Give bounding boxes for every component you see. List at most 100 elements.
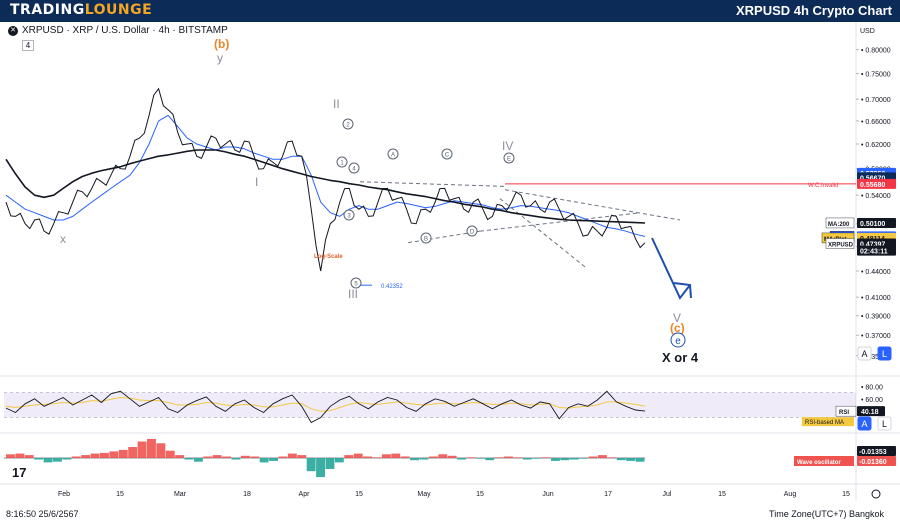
wave-bar bbox=[400, 456, 410, 458]
rsi-ma-line bbox=[5, 396, 646, 412]
circled-wave-marker bbox=[503, 152, 515, 164]
rsi-ma-tag-pill bbox=[802, 417, 854, 427]
wave-trendline bbox=[504, 189, 681, 221]
wave-bar bbox=[15, 453, 25, 458]
wave-bar bbox=[598, 455, 607, 458]
price-label-text: 0.55680 bbox=[860, 182, 885, 189]
rsi-tag-text: RSI bbox=[839, 410, 849, 416]
wave-bar bbox=[278, 456, 288, 458]
circled-wave-marker bbox=[343, 209, 355, 221]
time-axis-label: Aug bbox=[784, 491, 797, 498]
circled-wave-label: 1 bbox=[340, 161, 344, 167]
wave-bar bbox=[363, 456, 372, 458]
time-axis-label: Feb bbox=[58, 491, 70, 498]
log-scale-button-label[interactable]: L bbox=[882, 349, 887, 359]
wave-label: III bbox=[348, 287, 358, 301]
rsi-ma-tag-text: RSI-based MA bbox=[805, 420, 844, 426]
wave-bar bbox=[579, 458, 589, 459]
wave-bar bbox=[71, 456, 81, 458]
time-axis-label: 15 bbox=[842, 491, 850, 498]
wave-bar bbox=[353, 453, 363, 458]
wave-label: II bbox=[333, 97, 340, 111]
price-axis-label: • 0.80000 bbox=[861, 48, 891, 55]
wave-bar bbox=[428, 456, 438, 458]
wave-bar bbox=[522, 458, 532, 460]
wave-bar bbox=[372, 457, 382, 458]
price-label-pill bbox=[857, 245, 896, 256]
price-axis-label: • 0.66000 bbox=[861, 119, 891, 126]
rsi-axis-label: • 60.00 bbox=[861, 397, 883, 404]
time-axis-label: Apr bbox=[299, 491, 311, 498]
wave-tag-pill bbox=[794, 456, 854, 466]
wave-bar bbox=[128, 447, 138, 458]
price-label-text: 02:43:11 bbox=[860, 249, 888, 256]
circled-wave-label: 4 bbox=[352, 167, 356, 173]
time-axis-label: 15 bbox=[718, 491, 726, 498]
series-tag-pill bbox=[825, 217, 855, 229]
tradingview-logo: 17 bbox=[12, 465, 26, 480]
ma35-line bbox=[5, 114, 646, 237]
wave-bar bbox=[316, 458, 325, 478]
footer-datetime: 8:16:50 25/6/2567 bbox=[6, 509, 79, 519]
circled-wave-marker bbox=[387, 148, 399, 160]
wave-bar bbox=[34, 458, 44, 460]
wave-bar bbox=[438, 454, 448, 458]
rsi-auto-scale-button bbox=[857, 416, 872, 431]
wave-bar bbox=[616, 458, 626, 461]
wave-bar bbox=[259, 458, 269, 463]
auto-scale-button-label[interactable]: A bbox=[861, 349, 867, 359]
rsi-log-scale-button bbox=[877, 416, 892, 431]
wave-label: X or 4 bbox=[662, 350, 699, 365]
wave-bar bbox=[457, 458, 466, 460]
price-axis-label: • 0.62000 bbox=[861, 142, 891, 149]
wave-bar bbox=[381, 454, 391, 458]
wave-bar bbox=[231, 458, 241, 460]
wave-bar bbox=[494, 457, 504, 458]
symbol-legend[interactable]: ✕ XRPUSD · XRP / U.S. Dollar · 4h · BITS… bbox=[8, 25, 228, 36]
wave-label: V bbox=[673, 311, 681, 325]
wave-bar bbox=[184, 458, 194, 460]
series-tag-pill bbox=[825, 238, 855, 249]
wave-bar bbox=[175, 455, 184, 458]
wave-bar bbox=[466, 457, 476, 458]
rsi-value-pill bbox=[857, 406, 885, 417]
circled-wave-marker bbox=[336, 156, 348, 168]
wave-bar bbox=[569, 458, 579, 460]
auto-scale-button bbox=[857, 346, 872, 361]
wave-bar bbox=[475, 458, 485, 459]
rsi-auto-scale-button-label[interactable]: A bbox=[861, 419, 867, 429]
wave-bar bbox=[504, 456, 513, 458]
chart-title: XRPUSD 4h Crypto Chart bbox=[735, 3, 892, 18]
low-price-label: 0.42352 bbox=[381, 284, 403, 290]
wave-bar bbox=[250, 456, 260, 458]
circled-wave-label: B bbox=[424, 237, 428, 243]
wave-label: IV bbox=[502, 139, 513, 153]
wave-value-text: -0.01360 bbox=[859, 459, 887, 466]
wave-bar bbox=[297, 455, 307, 458]
log-scale-button bbox=[877, 346, 892, 361]
wave-bar bbox=[325, 458, 335, 469]
rsi-log-scale-button-label[interactable]: L bbox=[882, 419, 887, 429]
price-label-text: 0.47397 bbox=[860, 241, 885, 248]
time-axis-label: Jun bbox=[542, 491, 553, 498]
settings-icon bbox=[871, 489, 881, 499]
footer-timezone[interactable]: Time Zone(UTC+7) Bangkok bbox=[769, 509, 884, 519]
wave-trendline bbox=[499, 198, 586, 268]
interval-badge[interactable]: 4 bbox=[22, 40, 34, 51]
circled-wave-label: A bbox=[391, 153, 395, 159]
circled-wave-marker bbox=[350, 277, 362, 289]
wave-label: (c) bbox=[670, 321, 685, 335]
circled-wave-label: C bbox=[445, 153, 450, 159]
wave-value-pill bbox=[857, 446, 896, 456]
wave-bar bbox=[447, 455, 457, 458]
brand-logo: TRADINGLOUNGE bbox=[10, 2, 152, 18]
time-axis-label: May bbox=[417, 491, 431, 498]
price-label-text: 0.50100 bbox=[860, 221, 885, 228]
symbol-description: XRPUSD · XRP / U.S. Dollar · 4h · BITSTA… bbox=[22, 25, 228, 36]
wave-bar bbox=[485, 458, 495, 461]
circled-wave-label: 2 bbox=[346, 123, 350, 129]
wave-bar bbox=[24, 455, 34, 458]
wave-trendline bbox=[407, 230, 481, 244]
price-axis-label: • 0.37000 bbox=[861, 333, 891, 340]
